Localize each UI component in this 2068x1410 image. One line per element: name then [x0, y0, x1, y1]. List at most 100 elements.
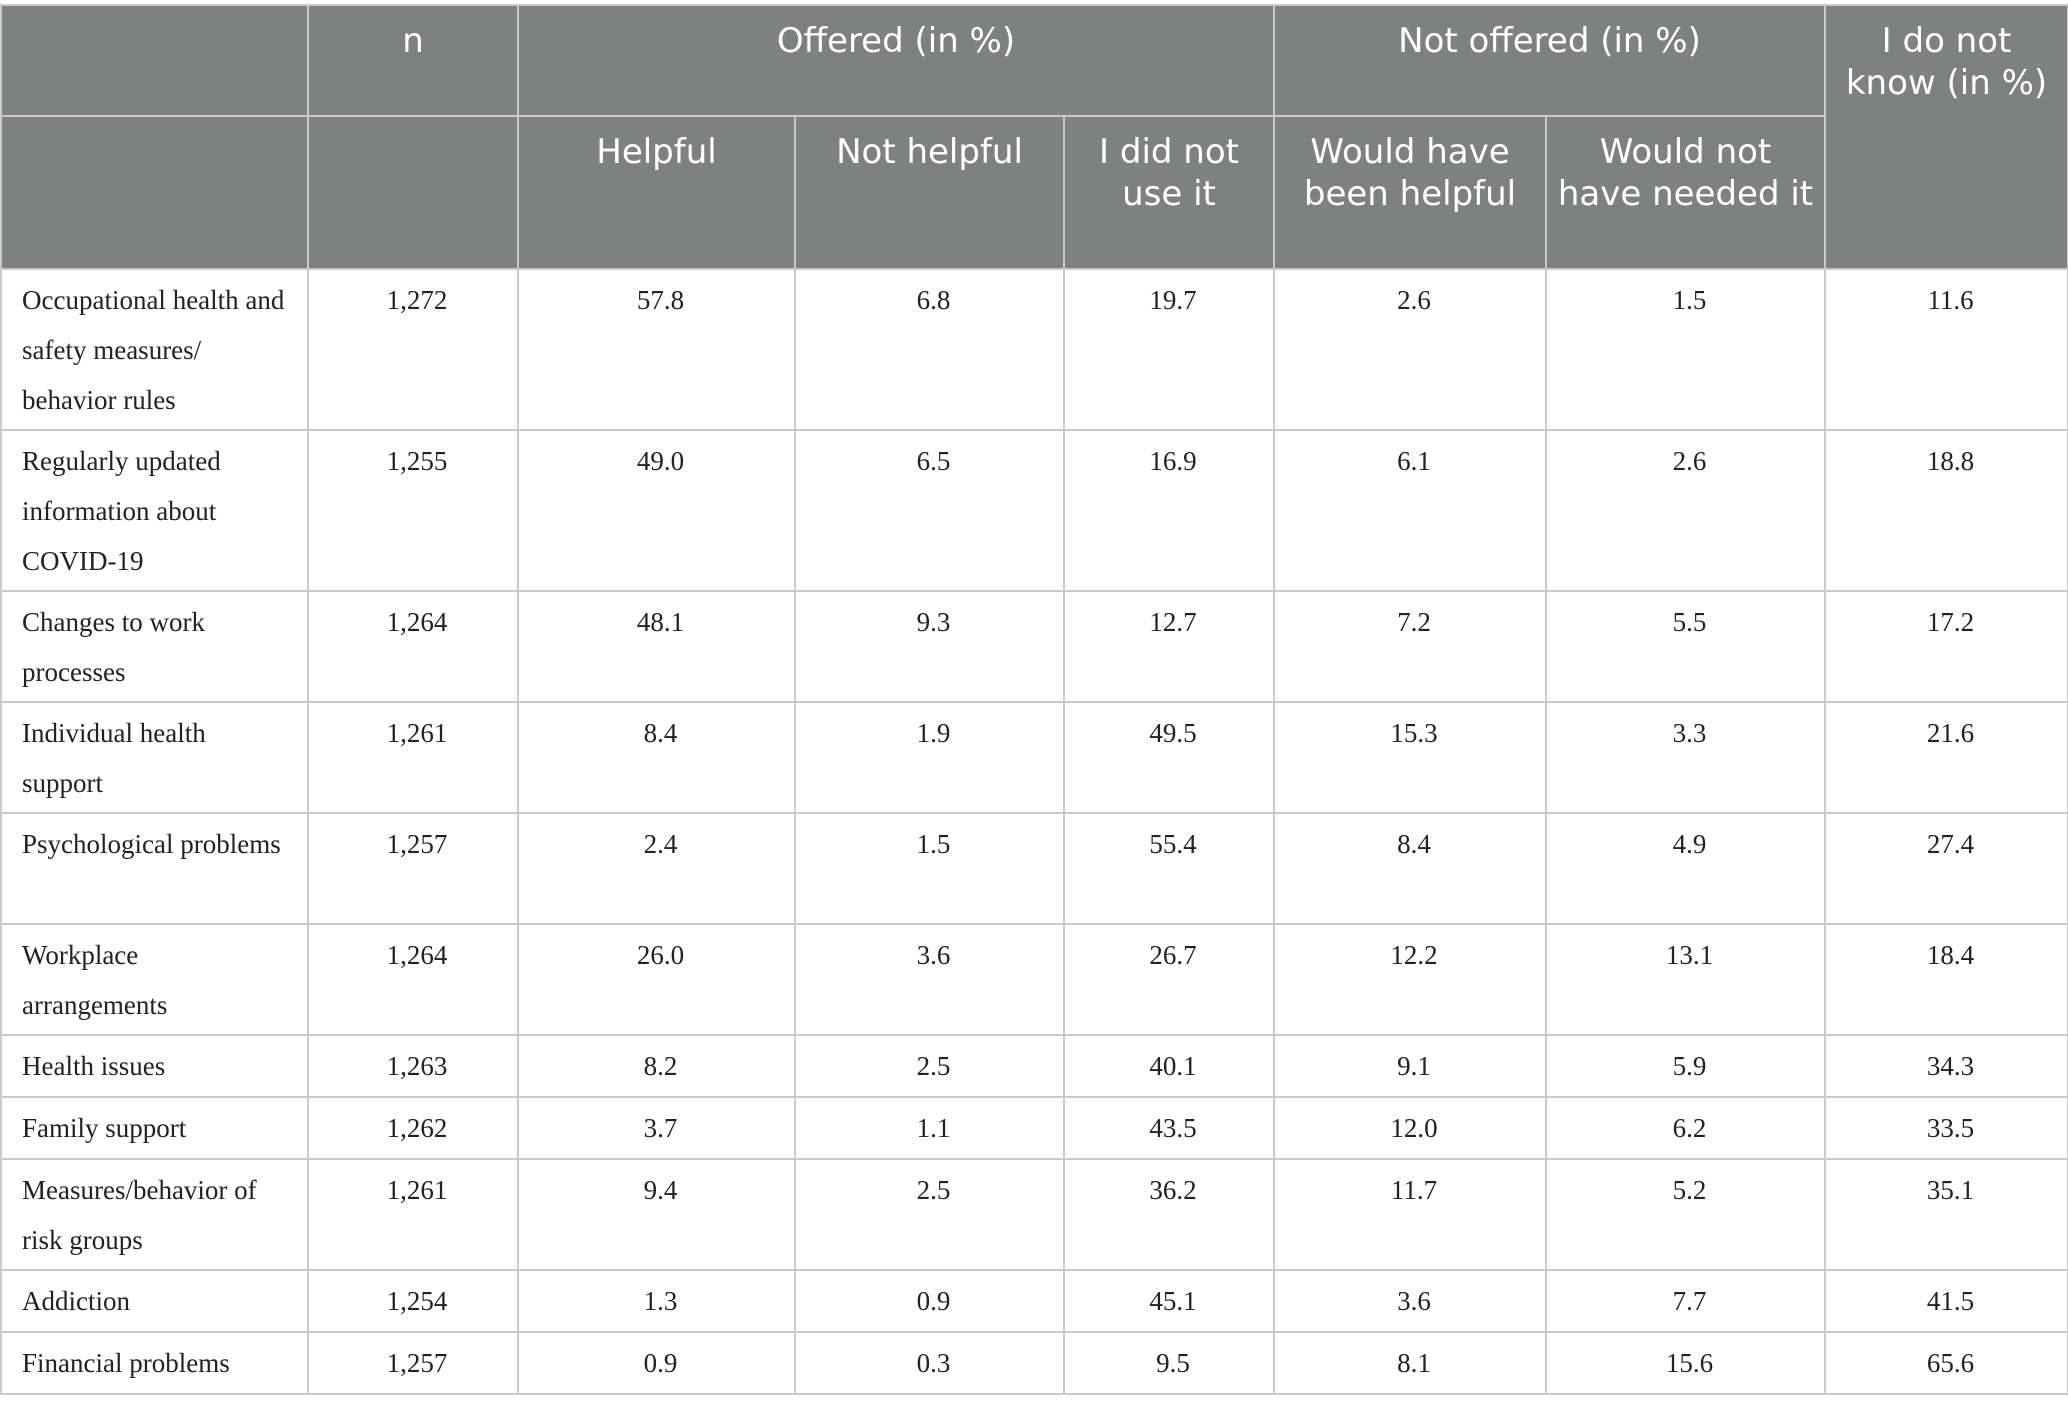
cell-helpful: 26.0	[517, 923, 796, 1036]
cell-would-have-been-helpful: 6.1	[1273, 429, 1547, 592]
cell-helpful: 8.2	[517, 1034, 796, 1098]
cell-not-helpful: 2.5	[794, 1158, 1065, 1271]
cell-not-helpful: 6.5	[794, 429, 1065, 592]
table-row: Occupational health and safety measures/…	[0, 268, 2068, 431]
header-row-sub: Helpful Not helpful I did not use it Wou…	[0, 115, 2068, 270]
cell-would-have-been-helpful: 15.3	[1273, 701, 1547, 814]
row-label: Financial problems	[0, 1331, 309, 1395]
cell-helpful: 9.4	[517, 1158, 796, 1271]
table-row: Changes to work processes 1,264 48.1 9.3 12.…	[0, 590, 2068, 703]
row-label: Workplace arrangements	[0, 923, 309, 1036]
cell-would-not-have-needed: 3.3	[1544, 701, 1827, 814]
row-label: Measures/behavior of risk groups	[0, 1158, 309, 1271]
cell-did-not-use: 40.1	[1063, 1034, 1275, 1098]
cell-n: 1,257	[307, 812, 519, 925]
row-label: Health issues	[0, 1034, 309, 1098]
table-row: Psychological problems 1,257 2.4 1.5 55.4 8.4…	[0, 812, 2068, 925]
cell-would-not-have-needed: 5.5	[1544, 590, 1827, 703]
cell-would-have-been-helpful: 8.1	[1273, 1331, 1547, 1395]
cell-helpful: 3.7	[517, 1096, 796, 1160]
cell-n: 1,264	[307, 590, 519, 703]
cell-n: 1,261	[307, 1158, 519, 1271]
cell-n: 1,261	[307, 701, 519, 814]
header-n-sub	[307, 115, 519, 270]
cell-did-not-use: 36.2	[1063, 1158, 1275, 1271]
cell-did-not-use: 16.9	[1063, 429, 1275, 592]
table-row: Workplace arrangements 1,264 26.0 3.6 26.7 12…	[0, 923, 2068, 1036]
cell-do-not-know: 18.4	[1824, 923, 2068, 1036]
row-label: Changes to work processes	[0, 590, 309, 703]
cell-n: 1,254	[307, 1269, 519, 1333]
cell-helpful: 48.1	[517, 590, 796, 703]
header-did-not-use: I did not use it	[1063, 115, 1275, 270]
cell-would-not-have-needed: 5.2	[1544, 1158, 1827, 1271]
row-label: Occupational health and safety measures/…	[0, 268, 309, 431]
header-row-top: n Offered (in %) Not offered (in %) I do…	[0, 4, 2068, 270]
cell-would-have-been-helpful: 9.1	[1273, 1034, 1547, 1098]
cell-do-not-know: 35.1	[1824, 1158, 2068, 1271]
cell-would-have-been-helpful: 2.6	[1273, 268, 1547, 431]
table-header: n Offered (in %) Not offered (in %) I do…	[0, 4, 2068, 270]
table-row: Individual health support 1,261 8.4 1.9 49.5…	[0, 701, 2068, 814]
cell-n: 1,255	[307, 429, 519, 592]
row-label: Individual health support	[0, 701, 309, 814]
cell-n: 1,262	[307, 1096, 519, 1160]
cell-did-not-use: 19.7	[1063, 268, 1275, 431]
cell-not-helpful: 1.9	[794, 701, 1065, 814]
cell-would-not-have-needed: 4.9	[1544, 812, 1827, 925]
cell-not-helpful: 3.6	[794, 923, 1065, 1036]
cell-would-not-have-needed: 13.1	[1544, 923, 1827, 1036]
cell-helpful: 1.3	[517, 1269, 796, 1333]
cell-would-have-been-helpful: 7.2	[1273, 590, 1547, 703]
cell-did-not-use: 9.5	[1063, 1331, 1275, 1395]
row-label: Psychological problems	[0, 812, 309, 925]
cell-do-not-know: 65.6	[1824, 1331, 2068, 1395]
table-row: Financial problems 1,257 0.9 0.3 9.5 8.1 15.6 6…	[0, 1331, 2068, 1395]
row-label: Family support	[0, 1096, 309, 1160]
row-label: Regularly updated information about COVI…	[0, 429, 309, 592]
header-would-have-been-helpful: Would have been helpful	[1273, 115, 1547, 270]
cell-helpful: 49.0	[517, 429, 796, 592]
cell-n: 1,257	[307, 1331, 519, 1395]
cell-would-not-have-needed: 1.5	[1544, 268, 1827, 431]
cell-would-have-been-helpful: 12.0	[1273, 1096, 1547, 1160]
cell-would-not-have-needed: 7.7	[1544, 1269, 1827, 1333]
cell-not-helpful: 1.1	[794, 1096, 1065, 1160]
cell-not-helpful: 0.3	[794, 1331, 1065, 1395]
cell-would-have-been-helpful: 3.6	[1273, 1269, 1547, 1333]
table-body: Occupational health and safety measures/…	[0, 268, 2068, 1395]
header-helpful: Helpful	[517, 115, 796, 270]
cell-would-not-have-needed: 2.6	[1544, 429, 1827, 592]
header-n: n	[307, 4, 519, 117]
header-not-offered: Not offered (in %)	[1272, 4, 1827, 117]
cell-do-not-know: 11.6	[1824, 268, 2068, 431]
table-row: Measures/behavior of risk groups 1,261 9.4…	[0, 1158, 2068, 1271]
cell-did-not-use: 26.7	[1063, 923, 1275, 1036]
header-not-helpful: Not helpful	[794, 115, 1065, 270]
cell-not-helpful: 1.5	[794, 812, 1065, 925]
cell-do-not-know: 21.6	[1824, 701, 2068, 814]
cell-do-not-know: 41.5	[1824, 1269, 2068, 1333]
cell-would-have-been-helpful: 11.7	[1273, 1158, 1547, 1271]
cell-did-not-use: 49.5	[1063, 701, 1275, 814]
cell-did-not-use: 43.5	[1063, 1096, 1275, 1160]
header-would-not-have-needed: Would not have needed it	[1544, 115, 1827, 270]
row-label: Addiction	[0, 1269, 309, 1333]
cell-helpful: 2.4	[517, 812, 796, 925]
cell-n: 1,263	[307, 1034, 519, 1098]
cell-n: 1,272	[307, 268, 519, 431]
results-table: n Offered (in %) Not offered (in %) I do…	[0, 4, 2068, 1395]
cell-helpful: 0.9	[517, 1331, 796, 1395]
cell-n: 1,264	[307, 923, 519, 1036]
cell-not-helpful: 6.8	[794, 268, 1065, 431]
cell-not-helpful: 2.5	[794, 1034, 1065, 1098]
table-row: Regularly updated information about COVI…	[0, 429, 2068, 592]
cell-would-have-been-helpful: 12.2	[1273, 923, 1547, 1036]
cell-would-not-have-needed: 5.9	[1544, 1034, 1827, 1098]
cell-not-helpful: 9.3	[794, 590, 1065, 703]
cell-did-not-use: 45.1	[1063, 1269, 1275, 1333]
cell-do-not-know: 18.8	[1824, 429, 2068, 592]
header-blank	[0, 4, 309, 117]
header-do-not-know: I do not know (in %)	[1824, 4, 2068, 270]
header-blank-sub	[0, 115, 309, 270]
